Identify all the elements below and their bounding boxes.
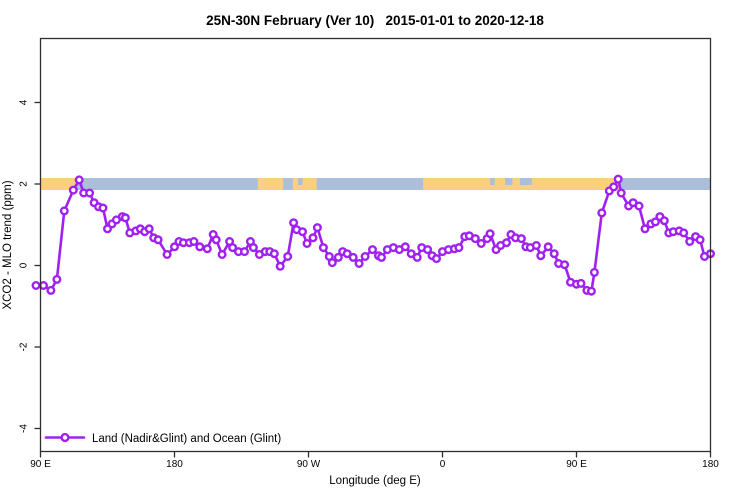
y-tick-label: 0 <box>19 262 30 268</box>
y-tick-label: -4 <box>19 424 30 433</box>
legend-label: Land (Nadir&Glint) and Ocean (Glint) <box>92 433 281 445</box>
x-tick-label: 90 E <box>30 459 51 470</box>
axis-ticks: 90 E 180 90 W 0 90 E 180 -4 -2 0 2 4 <box>19 99 720 470</box>
x-tick-label: 180 <box>166 459 183 470</box>
x-tick-label: 90 W <box>297 459 321 470</box>
map-strip-band <box>40 178 711 190</box>
x-axis-title: Longitude (deg E) <box>329 475 421 487</box>
y-tick-label: 2 <box>19 181 30 187</box>
y-axis-title: XCO2 - MLO trend (ppm) <box>2 180 14 309</box>
plot-border <box>39 37 712 453</box>
y-tick-label: -2 <box>19 342 30 351</box>
chart-title: 25N-30N February (Ver 10) 2015-01-01 to … <box>206 13 544 28</box>
y-tick-label: 4 <box>19 99 30 105</box>
x-tick-label: 90 E <box>566 459 587 470</box>
x-tick-label: 180 <box>702 459 719 470</box>
data-series-line <box>31 174 716 296</box>
legend: Land (Nadir&Glint) and Ocean (Glint) <box>44 432 281 445</box>
x-tick-label: 0 <box>440 459 446 470</box>
